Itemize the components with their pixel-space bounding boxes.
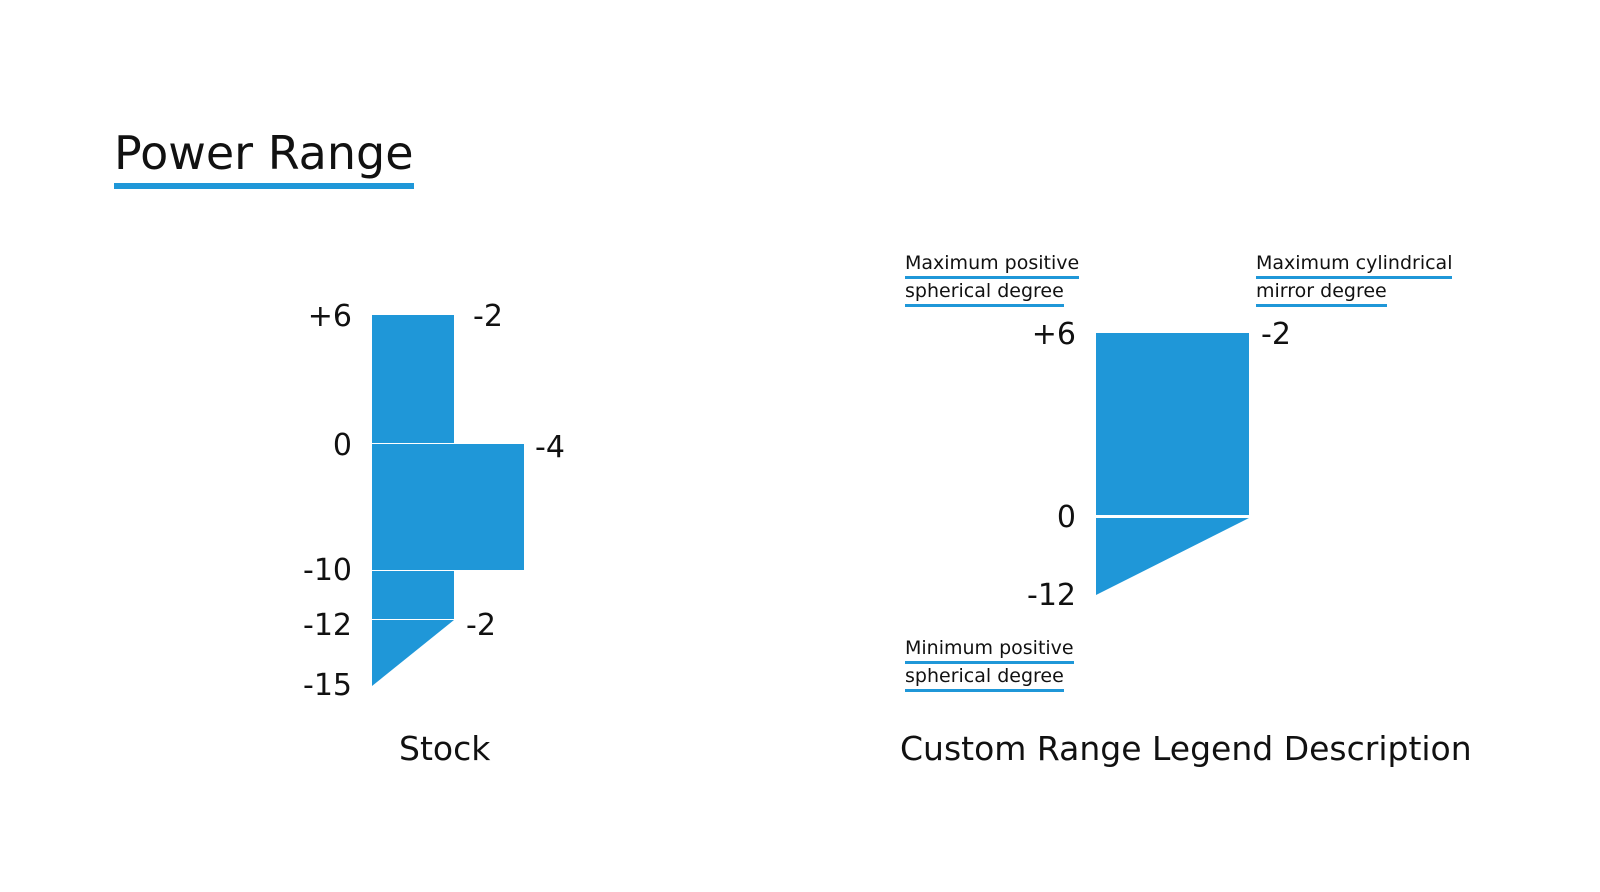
legend-line: Maximum positive [905, 251, 1080, 279]
stock-sph-label: 0 [333, 428, 352, 463]
stock-sph-label: -10 [303, 553, 352, 588]
custom-caption: Custom Range Legend Description [900, 729, 1472, 768]
stock-range-segment-lower [372, 571, 454, 619]
stock-cyl-label: -4 [535, 430, 565, 465]
legend-max-cylindrical: Maximum cylindrical mirror degree [1256, 251, 1453, 307]
custom-range-segment-taper [1096, 518, 1249, 595]
stock-range-segment-top [372, 315, 454, 443]
custom-sph-label: +6 [1032, 317, 1076, 352]
stock-range-segment-middle [372, 444, 524, 570]
legend-min-positive-spherical: Minimum positive spherical degree [905, 636, 1074, 692]
legend-line: spherical degree [905, 279, 1064, 307]
custom-sph-label: 0 [1057, 500, 1076, 535]
stock-cyl-label: -2 [473, 299, 503, 334]
page-title: Power Range [114, 124, 414, 189]
custom-range-segment-upper [1096, 333, 1249, 515]
legend-line: spherical degree [905, 664, 1064, 692]
legend-line: mirror degree [1256, 279, 1387, 307]
stock-caption: Stock [399, 729, 491, 768]
stock-cyl-label: -2 [466, 608, 496, 643]
custom-cyl-label: -2 [1261, 317, 1291, 352]
legend-line: Minimum positive [905, 636, 1074, 664]
legend-max-positive-spherical: Maximum positive spherical degree [905, 251, 1080, 307]
stock-range-segment-taper [372, 620, 454, 686]
stock-sph-label: -12 [303, 608, 352, 643]
stock-sph-label: +6 [308, 299, 352, 334]
custom-sph-label: -12 [1027, 578, 1076, 613]
legend-line: Maximum cylindrical [1256, 251, 1453, 279]
stock-sph-label: -15 [303, 668, 352, 703]
